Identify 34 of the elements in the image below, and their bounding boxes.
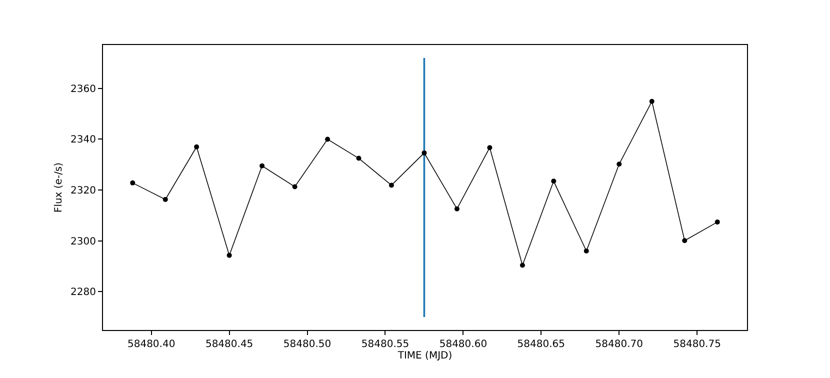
x-tick-label: 58480.55 [361,339,410,350]
point [325,136,330,142]
point [454,206,460,212]
x-tick-label: 58480.75 [673,339,721,350]
x-tick-label: 58480.50 [283,339,332,350]
point [292,184,298,190]
point [422,150,427,156]
point [194,144,200,150]
x-tick-label: 58480.40 [127,339,176,350]
point [649,98,654,104]
y-tick-label: 2280 [70,287,96,298]
point [551,178,556,184]
x-tick-label: 58480.60 [439,339,488,350]
x-tick-label: 58480.45 [205,339,254,350]
x-tick-label: 58480.65 [517,339,566,350]
y-tick-label: 2300 [70,236,96,248]
point [682,238,688,244]
y-axis-title: Flux (e-/s) [54,162,65,213]
point [260,163,265,168]
point [130,180,136,186]
y-tick-label: 2360 [70,84,96,95]
point [487,145,492,150]
point [714,220,720,225]
y-tick-label: 2320 [70,186,96,197]
point [520,262,525,268]
point [226,252,232,258]
x-axis-title: TIME (MJD) [396,350,452,362]
point [584,248,589,254]
y-tick-label: 2340 [70,134,96,146]
point [162,196,168,202]
point [356,156,362,161]
point [388,182,394,188]
point [616,162,622,167]
x-tick-label: 58480.70 [595,339,643,350]
